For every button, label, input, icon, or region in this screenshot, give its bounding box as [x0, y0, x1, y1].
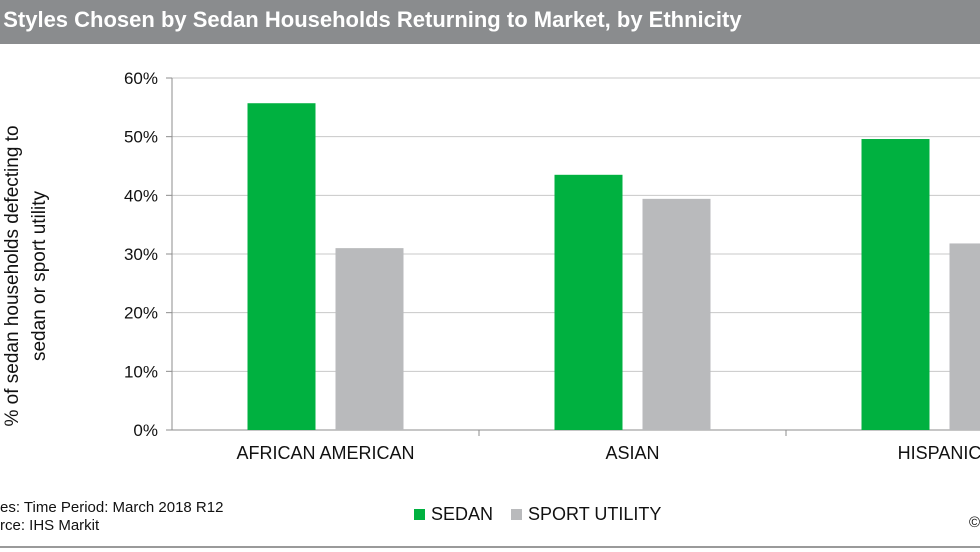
title-bar: ody Styles Chosen by Sedan Households Re…	[0, 0, 980, 44]
copyright-mark: ©	[968, 514, 980, 531]
bar-sport-utility	[335, 248, 404, 430]
y-tick-label: 0%	[133, 421, 158, 440]
bar-sedan	[247, 103, 316, 430]
y-tick-label: 40%	[124, 186, 158, 205]
legend-item-sport-utility: SPORT UTILITY	[511, 504, 661, 525]
x-tick-label: HISPANIC	[898, 443, 980, 463]
footnote-time-period: es: Time Period: March 2018 R12	[0, 499, 224, 516]
bar-sedan	[554, 174, 623, 430]
legend-swatch-sedan	[414, 509, 425, 520]
legend-swatch-sport-utility	[511, 509, 523, 520]
y-tick-label: 20%	[124, 304, 158, 323]
y-tick-label: 30%	[124, 245, 158, 264]
legend-item-sedan: SEDAN	[414, 504, 493, 525]
y-tick-label: 50%	[124, 128, 158, 147]
y-tick-label: 60%	[124, 69, 158, 88]
x-tick-label: ASIAN	[605, 443, 659, 463]
legend: SEDAN SPORT UTILITY	[414, 504, 679, 525]
chart-title: ody Styles Chosen by Sedan Households Re…	[0, 7, 742, 32]
x-tick-label: AFRICAN AMERICAN	[236, 443, 414, 463]
legend-label-sport-utility: SPORT UTILITY	[528, 504, 662, 524]
legend-label-sedan: SEDAN	[431, 504, 494, 524]
bar-sport-utility	[642, 198, 711, 430]
bar-sedan	[861, 139, 930, 430]
y-tick-label: 10%	[124, 362, 158, 381]
bar-sport-utility	[949, 243, 980, 430]
bottom-rule	[0, 546, 980, 548]
footnote-source: rce: IHS Markit	[0, 517, 100, 534]
